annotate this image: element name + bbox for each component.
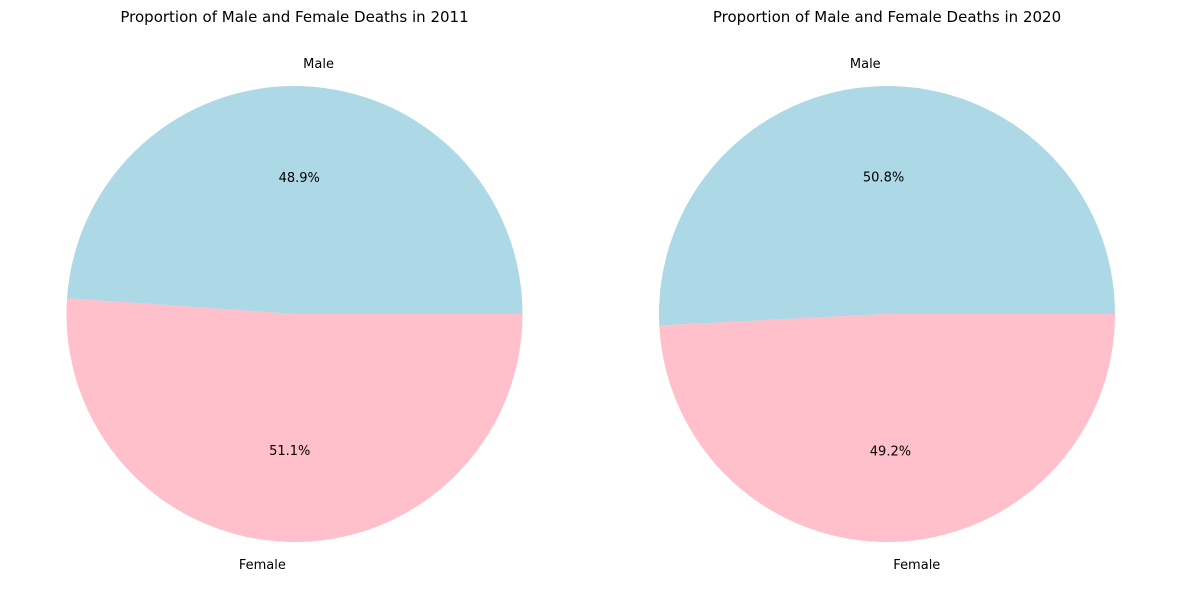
percentage-label: 49.2% <box>870 444 911 459</box>
pie-slice-female <box>66 298 523 542</box>
pie-slice-male <box>658 85 1115 326</box>
pie-chart-2020: Proportion of Male and Female Deaths in … <box>658 8 1115 573</box>
percentage-label: 50.8% <box>863 171 904 186</box>
percentage-label: 48.9% <box>279 171 320 186</box>
percentage-label: 51.1% <box>269 444 310 459</box>
pie-chart-2011: Proportion of Male and Female Deaths in … <box>66 8 523 573</box>
slice-label: Female <box>239 558 286 573</box>
chart-title: Proportion of Male and Female Deaths in … <box>120 8 468 26</box>
slice-label: Female <box>893 558 940 573</box>
chart-title: Proportion of Male and Female Deaths in … <box>713 8 1061 26</box>
slice-label: Male <box>850 57 881 72</box>
pie-slice-female <box>659 314 1115 542</box>
slice-label: Male <box>303 57 334 72</box>
pie-slice-male <box>67 85 523 315</box>
